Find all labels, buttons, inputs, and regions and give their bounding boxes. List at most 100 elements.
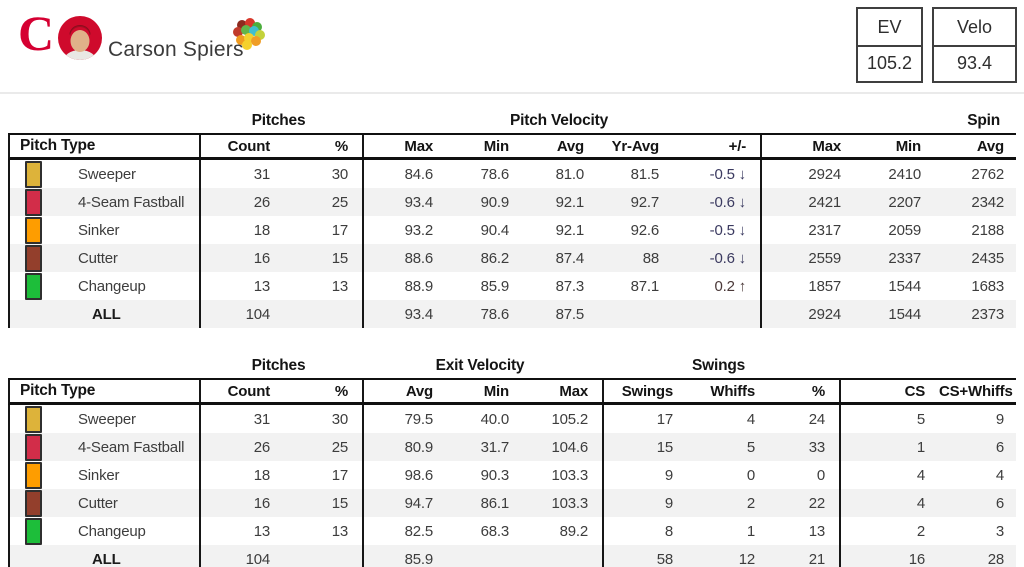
cell: 98.6 <box>362 461 447 489</box>
cell: 92.6 <box>630 221 660 239</box>
cell: 30 <box>331 410 348 428</box>
cell: 12 <box>738 550 755 567</box>
pitch-type-label: 4-Seam Fastball <box>78 193 185 211</box>
cell: 104.6 <box>551 438 588 456</box>
cell: 5 <box>746 438 755 456</box>
cell: 13 <box>808 522 825 540</box>
pitch-type-cell: 4-Seam Fastball <box>10 433 199 461</box>
cell: 26 <box>199 188 284 216</box>
pitch-type-label: Cutter <box>78 249 118 267</box>
pitch-color-swatch <box>25 517 42 545</box>
col-header-ev-min: Min <box>483 382 509 400</box>
group-label-swings: Swings <box>691 357 746 374</box>
pitch-type-label: Sinker <box>78 221 120 239</box>
cell: 1 <box>746 522 755 540</box>
group-label-pitches: Pitches <box>251 112 306 129</box>
table-row: ALL 104 93.4 78.6 87.5 2924 1544 2373 <box>8 300 1016 328</box>
cell: 31.7 <box>480 438 510 456</box>
cell: 93.2 <box>362 216 447 244</box>
col-header-pct: % <box>334 382 348 400</box>
pitch-color-swatch <box>25 272 42 300</box>
table-row: 4-Seam Fastball 26 25 93.4 90.9 92.1 92.7 -0.6 … <box>8 188 1016 216</box>
col-header-spin-min: Min <box>895 137 921 155</box>
ev-label: EV <box>858 9 921 47</box>
cell: 2762 <box>971 165 1004 183</box>
cell: 1544 <box>888 277 921 295</box>
col-header-count: Count <box>199 135 284 157</box>
cell: 2059 <box>888 221 921 239</box>
cell: 2410 <box>888 165 921 183</box>
header-divider <box>0 92 1024 94</box>
cell: 2342 <box>971 193 1004 211</box>
cell: 5 <box>839 405 939 433</box>
cell: -0.5 ↓ <box>709 165 747 183</box>
cell: 103.3 <box>551 466 588 484</box>
cell: 78.6 <box>480 165 510 183</box>
cell: 40.0 <box>480 410 510 428</box>
cell: 105.2 <box>551 410 588 428</box>
cell: 26 <box>199 433 284 461</box>
cell: -0.6 ↓ <box>709 193 747 211</box>
pitch-type-label: Changeup <box>78 522 146 540</box>
cell: 6 <box>995 494 1004 512</box>
cell: 78.6 <box>480 305 510 323</box>
cell: 82.5 <box>362 517 447 545</box>
group-label-exit-velocity: Exit Velocity <box>435 357 525 374</box>
col-header-cs: CS <box>839 380 939 402</box>
cell: 79.5 <box>362 405 447 433</box>
cell: 2924 <box>760 300 855 328</box>
cell: 18 <box>199 216 284 244</box>
cell: 31 <box>199 405 284 433</box>
cell: 87.3 <box>555 277 585 295</box>
cell: 15 <box>331 249 348 267</box>
col-header-count: Count <box>199 380 284 402</box>
pitch-type-cell: Sinker <box>10 216 199 244</box>
col-header-yr-avg: Yr-Avg <box>611 137 660 155</box>
cell: 2317 <box>760 216 855 244</box>
cell: 2373 <box>971 305 1004 323</box>
cell: 13 <box>331 522 348 540</box>
col-header-velo-min: Min <box>483 137 509 155</box>
cell: 81.0 <box>555 165 585 183</box>
exit-velocity-swings-table: Pitches Exit Velocity Swings Pitch Type … <box>8 350 1016 567</box>
pitch-mix-icon[interactable] <box>230 16 266 52</box>
cell: 68.3 <box>480 522 510 540</box>
cell: 25 <box>331 438 348 456</box>
pitch-color-swatch <box>25 489 42 517</box>
velo-stat-box: Velo 93.4 <box>932 7 1017 83</box>
cell: 58 <box>602 545 687 567</box>
table-row: Changeup 13 13 88.9 85.9 87.3 87.1 0.2 ↑ 1857 154… <box>8 272 1016 300</box>
col-header-spin-avg: Avg <box>976 137 1004 155</box>
pitch-type-label: 4-Seam Fastball <box>78 438 185 456</box>
cell: 4 <box>746 410 755 428</box>
cell: 16 <box>839 545 939 567</box>
col-header-ev-max: Max <box>559 382 588 400</box>
pitch-type-label: Sweeper <box>78 165 136 183</box>
cell: 4 <box>839 489 939 517</box>
table-row: Sweeper 31 30 79.5 40.0 105.2 17 4 24 5 9 <box>8 405 1016 433</box>
table-row: Sinker 18 17 93.2 90.4 92.1 92.6 -0.5 ↓ 2317 2059… <box>8 216 1016 244</box>
cell: 86.2 <box>480 249 510 267</box>
stat-boxes: EV 105.2 Velo 93.4 <box>856 7 1017 83</box>
pitch-color-swatch <box>25 160 42 188</box>
pitch-color-swatch <box>25 188 42 216</box>
cell: 17 <box>331 466 348 484</box>
cell: 18 <box>199 461 284 489</box>
cell: 2924 <box>760 160 855 188</box>
velo-value: 93.4 <box>956 53 993 73</box>
cell: 90.4 <box>480 221 510 239</box>
cell: 22 <box>808 494 825 512</box>
cell: 87.5 <box>555 305 585 323</box>
cell: 88.6 <box>362 244 447 272</box>
cell: 9 <box>602 489 687 517</box>
cell: 87.1 <box>630 277 660 295</box>
cell: 13 <box>199 517 284 545</box>
cell: 89.2 <box>559 522 589 540</box>
ev-stat-box: EV 105.2 <box>856 7 923 83</box>
pitch-type-cell: 4-Seam Fastball <box>10 188 199 216</box>
pitch-type-label: Sinker <box>78 466 120 484</box>
cell: 92.1 <box>555 193 585 211</box>
cell: 94.7 <box>362 489 447 517</box>
cell: 33 <box>808 438 825 456</box>
pitch-type-cell: Cutter <box>10 244 199 272</box>
